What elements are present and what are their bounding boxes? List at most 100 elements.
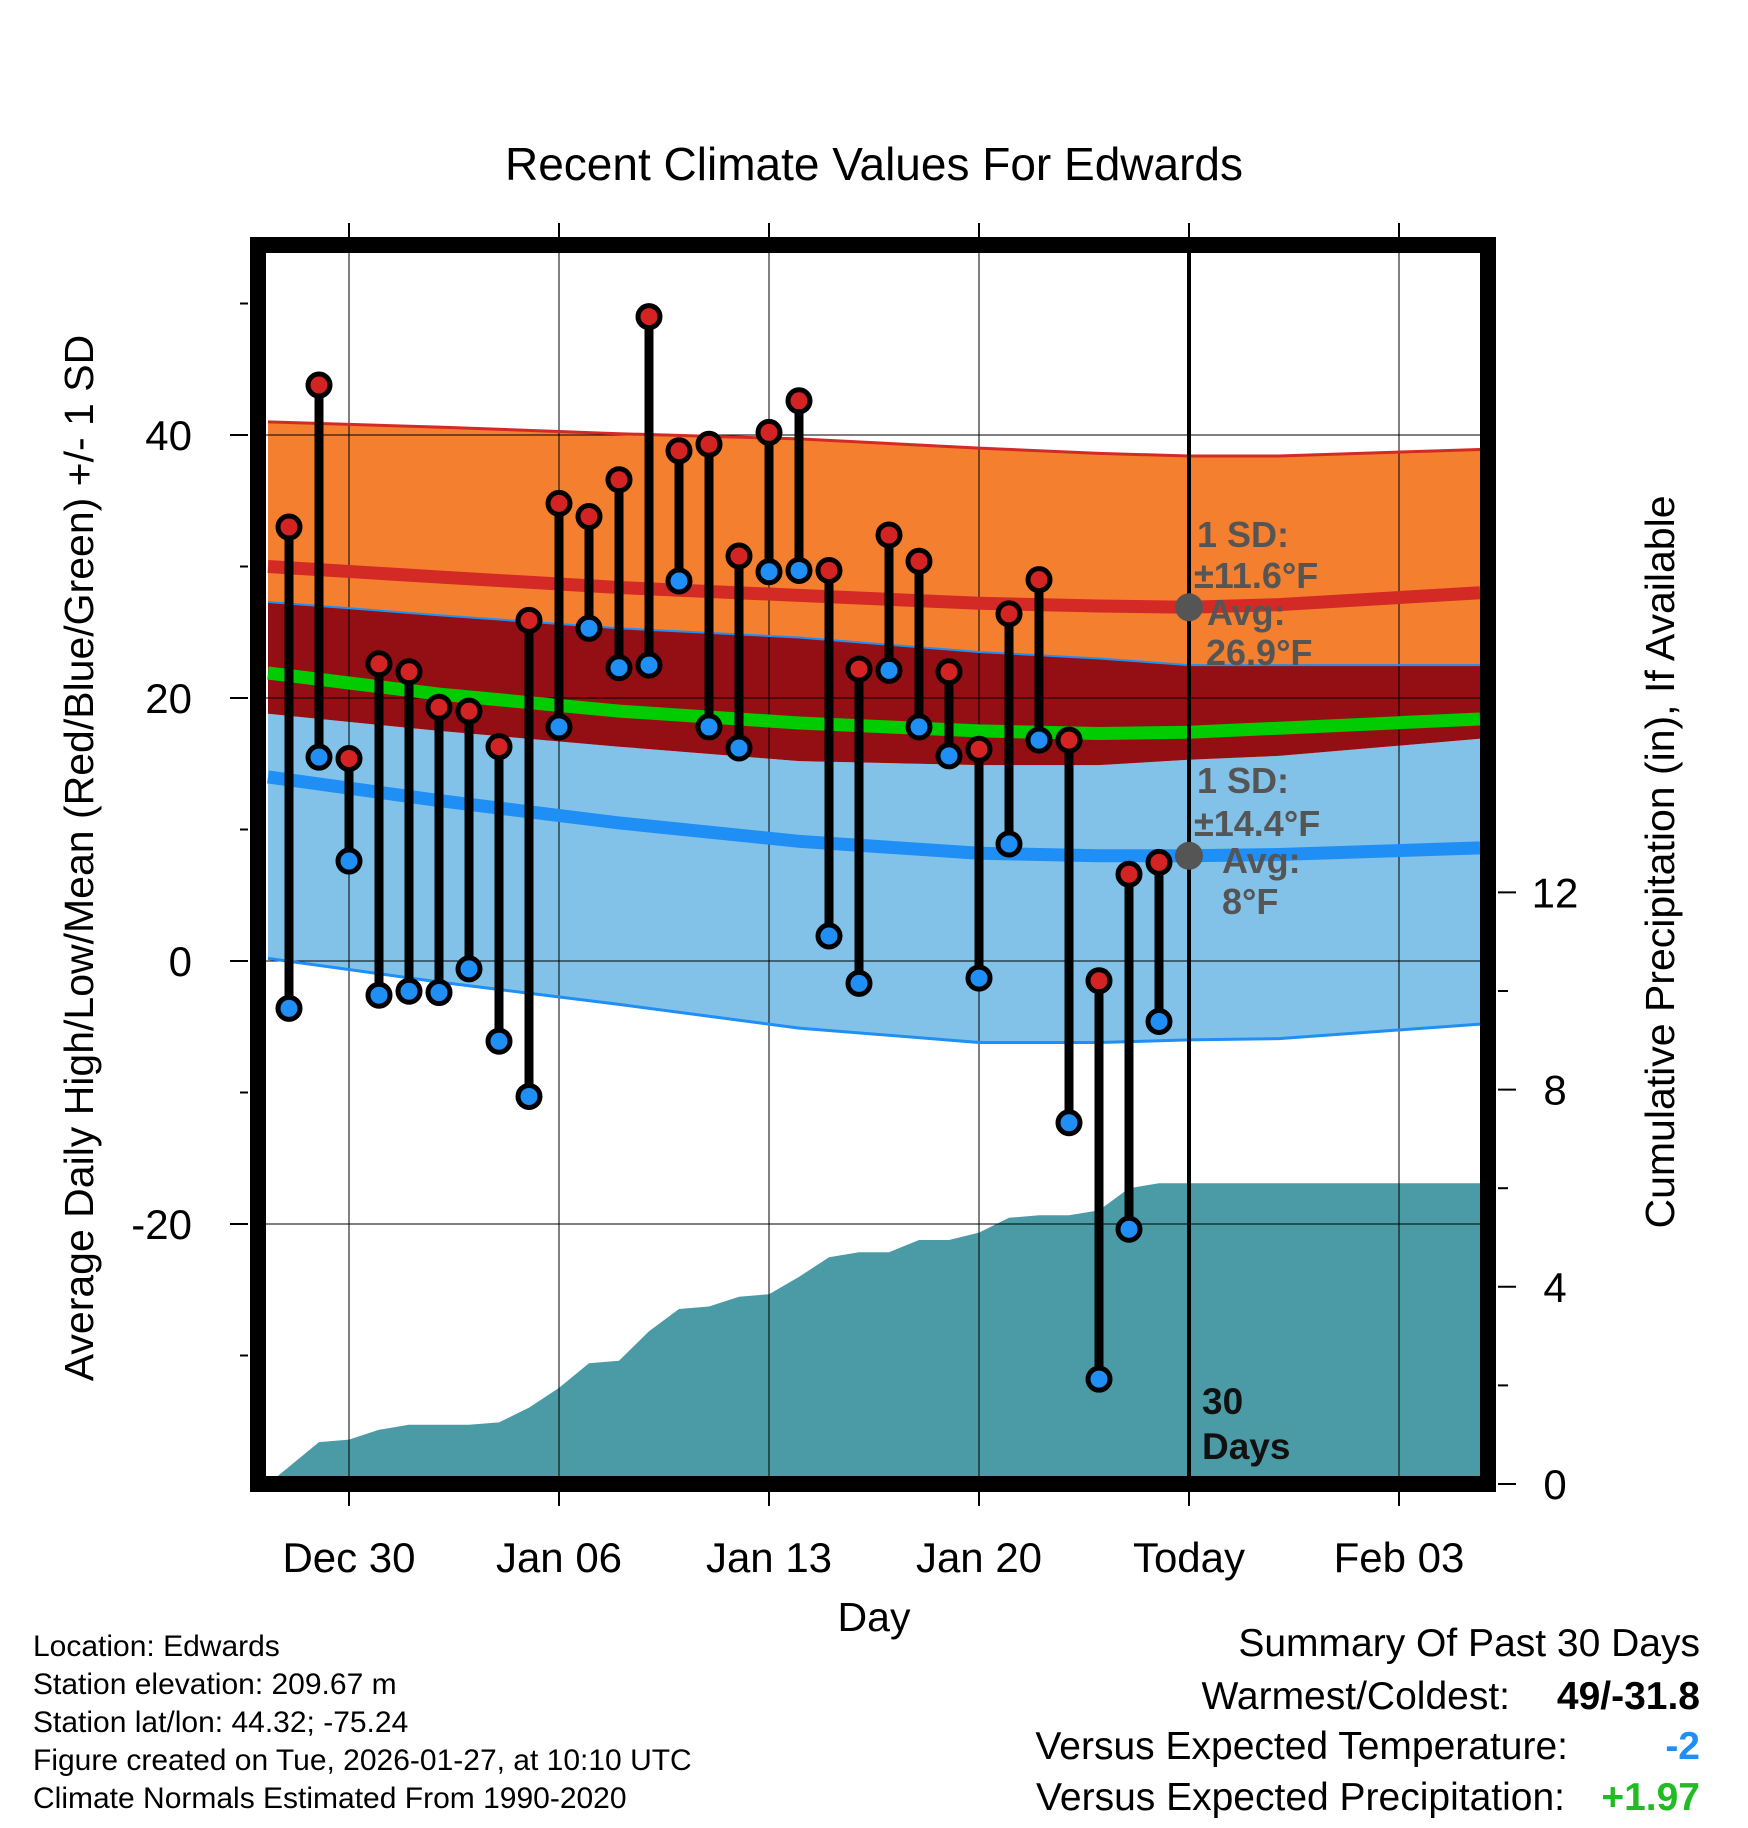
high-point	[515, 606, 543, 634]
y2-tick-label: 0	[1543, 1461, 1566, 1508]
low-point	[455, 955, 483, 983]
low-point	[875, 656, 903, 684]
high-point	[785, 387, 813, 415]
plot-frame	[250, 237, 1496, 1492]
precip-area-group	[268, 1183, 1480, 1484]
temp-label: Versus Expected Temperature:	[1035, 1725, 1568, 1768]
window-unit-label: Days	[1202, 1426, 1290, 1467]
high-point	[1145, 848, 1173, 876]
high-point	[1055, 726, 1083, 754]
elevation-text: Station elevation: 209.67 m	[33, 1668, 397, 1701]
low-point	[725, 734, 753, 762]
x-tick-label: Jan 06	[496, 1534, 622, 1581]
low-point	[1025, 726, 1053, 754]
latlon-text: Station lat/lon: 44.32; -75.24	[33, 1706, 409, 1739]
low-point	[665, 567, 693, 595]
high-point	[875, 521, 903, 549]
low-avg-label: Avg:	[1222, 840, 1301, 881]
y2-tick-label: 8	[1543, 1067, 1566, 1114]
high-point	[755, 418, 783, 446]
low-point	[695, 713, 723, 741]
x-tick-label: Jan 20	[916, 1534, 1042, 1581]
x-tick-label: Dec 30	[282, 1534, 415, 1581]
high-point	[1085, 967, 1113, 995]
low-sd-value: ±14.4°F	[1194, 803, 1320, 844]
low-point	[845, 969, 873, 997]
low-point	[905, 713, 933, 741]
low-point	[575, 614, 603, 642]
low-point	[1055, 1109, 1083, 1137]
low-point	[1145, 1007, 1173, 1035]
high-point	[485, 733, 513, 761]
high-point	[425, 693, 453, 721]
high-point	[305, 371, 333, 399]
avg-low-marker	[1175, 841, 1203, 870]
created-text: Figure created on Tue, 2026-01-27, at 10…	[33, 1744, 692, 1777]
low-point	[305, 743, 333, 771]
low-point	[545, 713, 573, 741]
frame-border	[250, 237, 1496, 1492]
x-tick-label: Feb 03	[1334, 1534, 1465, 1581]
axes: Dec 30 Jan 06 Jan 13 Jan 20 Today Feb 0340200…	[131, 223, 1578, 1581]
y-axis-label: Average Daily High/Low/Mean (Red/Blue/Gr…	[56, 335, 102, 1381]
low-point	[335, 847, 363, 875]
high-point	[965, 735, 993, 763]
y-tick-label: 0	[169, 938, 192, 985]
window-count-label: 30	[1202, 1381, 1243, 1422]
chart-title: Recent Climate Values For Edwards	[505, 138, 1243, 190]
y2-tick-label: 4	[1543, 1264, 1566, 1311]
high-point	[815, 556, 843, 584]
high-point	[905, 547, 933, 575]
station-info: Location: Edwards Station elevation: 209…	[33, 1628, 692, 1818]
high-point	[665, 437, 693, 465]
precip-area	[268, 1183, 1480, 1484]
temp-value: -2	[1665, 1725, 1700, 1768]
high-point	[995, 600, 1023, 628]
low-point	[1115, 1215, 1143, 1243]
daily-points	[275, 303, 1203, 1393]
normal-mean-line	[267, 666, 1481, 741]
low-point	[635, 651, 663, 679]
high-point	[365, 650, 393, 678]
high-point	[635, 303, 663, 331]
high-point	[935, 658, 963, 686]
low-point	[395, 977, 423, 1005]
x-tick-label: Today	[1133, 1534, 1245, 1581]
high-sd-label: 1 SD:	[1197, 514, 1289, 555]
high-lower-line	[267, 601, 1480, 667]
low-point	[485, 1027, 513, 1055]
high-point	[545, 489, 573, 517]
high-point	[575, 503, 603, 531]
precip-value: +1.97	[1601, 1776, 1700, 1819]
low-point	[965, 964, 993, 992]
y2-axis-label: Cumulative Precipitation (in), If Availa…	[1637, 495, 1683, 1228]
normals-text: Climate Normals Estimated From 1990-2020	[33, 1782, 627, 1815]
high-avg-label: Avg:	[1207, 592, 1286, 633]
low-sd-label: 1 SD:	[1197, 760, 1289, 801]
high-point	[275, 513, 303, 541]
y-tick-label: 40	[145, 412, 192, 459]
normal-high-line	[267, 560, 1481, 614]
x-axis-label: Day	[838, 1594, 911, 1640]
low-point	[785, 556, 813, 584]
high-point	[695, 430, 723, 458]
low-point	[995, 830, 1023, 858]
y2-tick-label: 12	[1532, 869, 1579, 916]
high-point	[605, 466, 633, 494]
warm-cold-label: Warmest/Coldest:	[1201, 1675, 1510, 1718]
x-tick-label: Jan 13	[706, 1534, 832, 1581]
location-text: Location: Edwards	[33, 1630, 280, 1663]
precip-label: Versus Expected Precipitation:	[1036, 1776, 1565, 1819]
low-avg-value: 8°F	[1222, 881, 1278, 922]
high-point	[845, 655, 873, 683]
warm-cold-value: 49/-31.8	[1556, 1675, 1700, 1718]
low-point	[755, 558, 783, 586]
summary-title: Summary Of Past 30 Days	[1238, 1622, 1700, 1665]
daily-range-stems	[284, 316, 1164, 1380]
high-point	[335, 744, 363, 772]
annotations: 1 SD: ±11.6°F Avg: 26.9°F 1 SD: ±14.4°F …	[1194, 514, 1320, 1467]
low-point	[1085, 1365, 1113, 1393]
y-tick-label: 20	[145, 675, 192, 722]
high-sd-value: ±11.6°F	[1194, 555, 1318, 596]
